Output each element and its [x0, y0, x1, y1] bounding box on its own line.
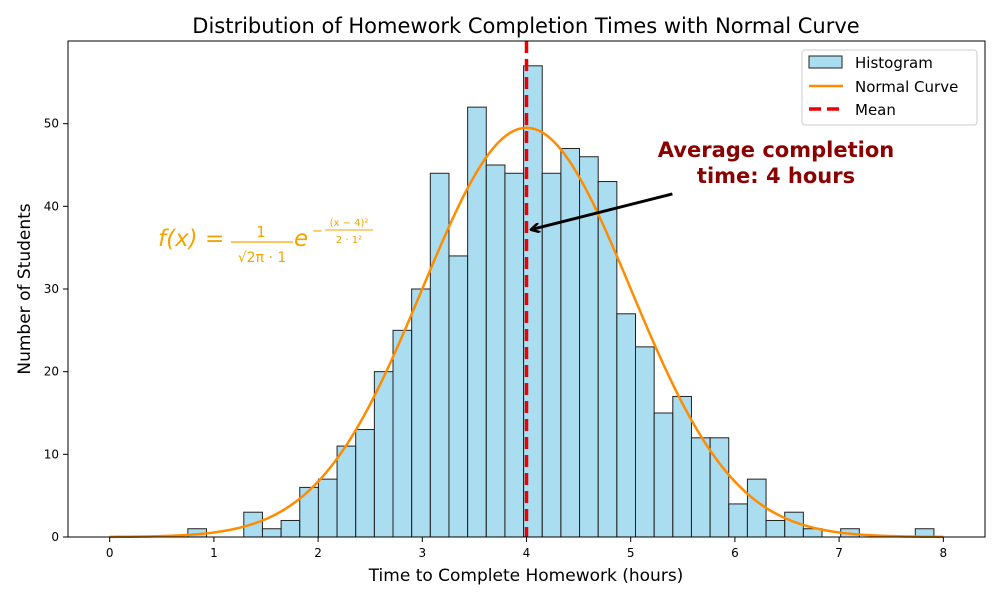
x-tick-label: 2: [314, 546, 322, 560]
formula-exp-numerator: (x − 4)²: [330, 218, 369, 229]
x-axis-ticks: 0 1 2 3 4 5 6 7 8: [106, 537, 947, 560]
annotation-arrow: [532, 192, 673, 230]
x-axis-label: Time to Complete Homework (hours): [368, 566, 684, 586]
histogram-bar: [336, 445, 357, 538]
histogram-bar: [411, 288, 431, 538]
histogram-bar: [280, 519, 301, 538]
histogram-bar: [765, 519, 786, 538]
formula-lhs: f(x) =: [158, 226, 224, 252]
histogram-bar: [392, 329, 413, 538]
x-tick-label: 6: [731, 546, 739, 560]
formula-annotation: f(x) = 1 √2π · 1 e − (x − 4)² 2 · 1²: [158, 218, 373, 266]
normal-curve: [109, 126, 944, 539]
legend-histogram-label: Histogram: [855, 54, 933, 72]
histogram-bar: [560, 147, 581, 538]
histogram-bar: [616, 313, 636, 538]
histogram-bar: [373, 371, 394, 538]
y-tick-label: 0: [51, 530, 59, 544]
histogram-bar: [448, 255, 469, 538]
legend: Histogram Normal Curve Mean: [801, 49, 978, 126]
y-tick-label: 10: [44, 447, 59, 461]
x-tick-label: 5: [627, 546, 635, 560]
legend-histogram-swatch: [808, 55, 843, 69]
legend-frame: [801, 49, 978, 126]
chart-title: Distribution of Homework Completion Time…: [192, 14, 859, 38]
formula-denominator: √2π · 1: [238, 250, 287, 266]
histogram-bar: [261, 528, 282, 538]
histogram-bar: [317, 478, 338, 538]
histogram-bar: [429, 172, 450, 538]
formula-numerator: 1: [256, 223, 266, 241]
x-tick-label: 1: [210, 546, 218, 560]
formula-base: e: [294, 226, 308, 252]
y-axis-label: Number of Students: [15, 203, 35, 374]
x-tick-label: 0: [106, 546, 114, 560]
histogram-bar: [541, 172, 562, 538]
y-axis-ticks: 0 10 20 30 40 50: [44, 117, 68, 544]
x-tick-label: 4: [523, 546, 531, 560]
histogram-bar: [728, 503, 748, 538]
y-tick-label: 50: [44, 117, 59, 131]
formula-exp-denominator: 2 · 1²: [336, 235, 362, 246]
x-tick-label: 7: [835, 546, 843, 560]
legend-normal-curve-label: Normal Curve: [855, 78, 958, 96]
annotation-line2: time: 4 hours: [697, 164, 855, 188]
annotation-line1: Average completion: [658, 138, 894, 162]
legend-mean-label: Mean: [855, 101, 896, 119]
histogram-bar: [690, 437, 711, 538]
histogram-bar: [746, 478, 767, 538]
histogram-bar: [355, 429, 375, 538]
x-tick-label: 8: [939, 546, 947, 560]
formula-exp-sign: −: [312, 224, 323, 239]
y-tick-label: 40: [44, 199, 59, 213]
histogram-bar: [485, 164, 506, 538]
y-tick-label: 20: [44, 365, 59, 379]
histogram-bar: [653, 412, 674, 538]
y-tick-label: 30: [44, 282, 59, 296]
x-tick-label: 3: [418, 546, 426, 560]
histogram-bar: [504, 172, 525, 538]
histogram-bars: [187, 65, 935, 538]
histogram-bar: [634, 346, 655, 538]
